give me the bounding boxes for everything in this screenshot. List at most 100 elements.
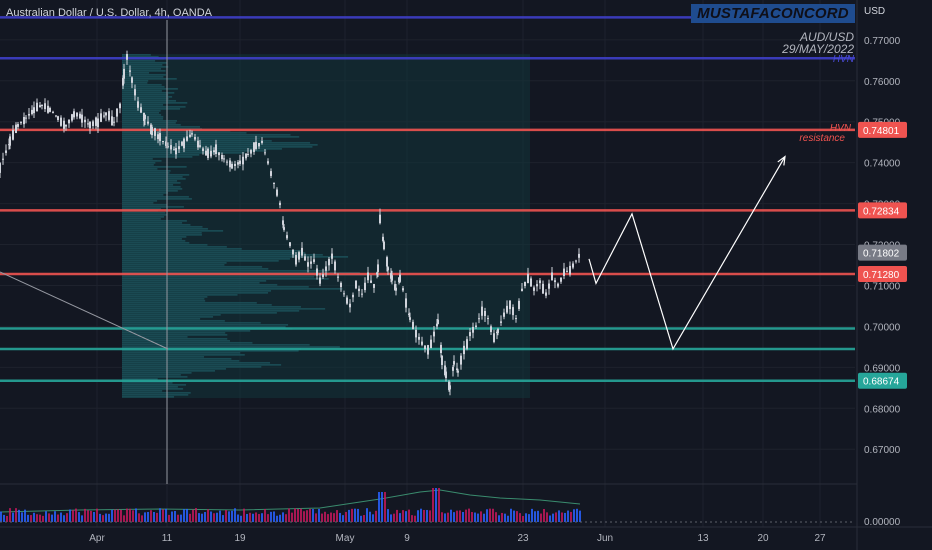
- candle-body: [506, 305, 508, 313]
- volume-bar: [351, 508, 353, 522]
- volume-bar: [429, 510, 431, 522]
- candle-body: [346, 297, 348, 304]
- volume-bar: [264, 509, 266, 522]
- time-tick-label: 19: [234, 533, 246, 544]
- volume-bar: [156, 512, 158, 522]
- candle-body: [76, 112, 78, 117]
- volume-bar: [261, 513, 263, 522]
- volume-bar: [345, 511, 347, 522]
- time-tick-label: Jun: [597, 533, 613, 544]
- candle-body: [521, 288, 523, 292]
- candle-body: [79, 113, 81, 119]
- candle-body: [154, 128, 156, 136]
- volume-bar: [306, 510, 308, 522]
- volume-bar: [555, 512, 557, 522]
- price-tick-label: 0.67000: [864, 445, 901, 456]
- candle-body: [405, 298, 407, 308]
- candle-body: [215, 144, 217, 155]
- time-axis[interactable]: Apr 11 19 May 9 23 Jun 13 20 27: [89, 533, 826, 544]
- projection-path: [588, 155, 786, 351]
- price-label-text: 0.68674: [863, 377, 900, 388]
- volume-bar: [138, 513, 140, 522]
- candle-body: [316, 268, 318, 276]
- profile-bar: [122, 378, 158, 380]
- candle-body: [119, 103, 121, 109]
- candle-body: [310, 261, 312, 264]
- candle-body: [518, 300, 520, 309]
- volume-bar: [90, 510, 92, 522]
- candle-body: [178, 146, 180, 150]
- volume-bar: [288, 508, 290, 522]
- volume-bar: [45, 511, 47, 522]
- candle-body: [229, 160, 231, 168]
- candle-body: [337, 276, 339, 278]
- candle-body: [52, 111, 54, 113]
- volume-bar: [420, 508, 422, 522]
- candle-body: [472, 326, 474, 333]
- volume-bar: [153, 512, 155, 522]
- profile-bar: [122, 356, 205, 358]
- candle-body: [487, 318, 489, 320]
- candle-body: [430, 339, 432, 349]
- projection-line: [588, 156, 786, 351]
- profile-bar: [122, 186, 181, 188]
- volume-bar: [75, 508, 77, 522]
- volume-bar: [450, 509, 452, 522]
- volume-bar: [21, 512, 23, 522]
- volume-bar: [435, 488, 437, 522]
- candle-body: [292, 249, 294, 255]
- candle-body: [100, 113, 102, 122]
- candle-body: [41, 105, 43, 107]
- currency-label: USD: [864, 6, 886, 17]
- volume-bar: [135, 508, 137, 522]
- candle-body: [71, 114, 73, 121]
- price-label-tag: [858, 266, 907, 283]
- volume-bar: [333, 513, 335, 522]
- profile-bar: [122, 234, 202, 236]
- profile-bar: [122, 76, 164, 78]
- volume-bar: [507, 515, 509, 522]
- candle-body: [191, 133, 193, 135]
- candle-body: [391, 275, 393, 281]
- candle-body: [137, 101, 139, 108]
- profile-bar: [122, 240, 186, 242]
- profile-bar: [122, 100, 177, 102]
- candle-body: [500, 321, 502, 323]
- volume-bar: [57, 514, 59, 522]
- profile-bar: [122, 376, 188, 378]
- volume-bar: [579, 510, 581, 522]
- candle-body: [116, 108, 118, 117]
- candle-body: [415, 329, 417, 338]
- candle-body: [340, 282, 342, 288]
- profile-bar: [122, 216, 165, 218]
- profile-bar: [122, 332, 226, 334]
- volume-bar: [330, 512, 332, 522]
- volume-bar: [216, 512, 218, 522]
- candle-body: [490, 326, 492, 333]
- candle-body: [289, 242, 291, 246]
- candle-body: [210, 150, 212, 157]
- profile-bar: [122, 132, 247, 134]
- candle-body: [509, 300, 511, 310]
- profile-bar: [122, 136, 300, 138]
- profile-bar: [122, 140, 272, 142]
- volume-bar: [168, 514, 170, 522]
- profile-bar: [122, 98, 169, 100]
- candle-body: [221, 154, 223, 160]
- candle-body: [28, 113, 30, 116]
- volume-bar: [120, 509, 122, 522]
- volume-bar: [285, 514, 287, 522]
- volume-bar: [204, 512, 206, 522]
- candle-body: [493, 333, 495, 342]
- candle-body: [270, 171, 272, 176]
- volume-bar: [87, 510, 89, 522]
- candle-body: [65, 124, 67, 127]
- candle-body: [379, 214, 381, 224]
- profile-bar: [122, 166, 187, 168]
- volume-bar: [405, 511, 407, 522]
- volume-bar: [363, 515, 365, 522]
- profile-bar: [122, 218, 161, 220]
- volume-bar: [15, 508, 17, 522]
- candle-body: [418, 336, 420, 340]
